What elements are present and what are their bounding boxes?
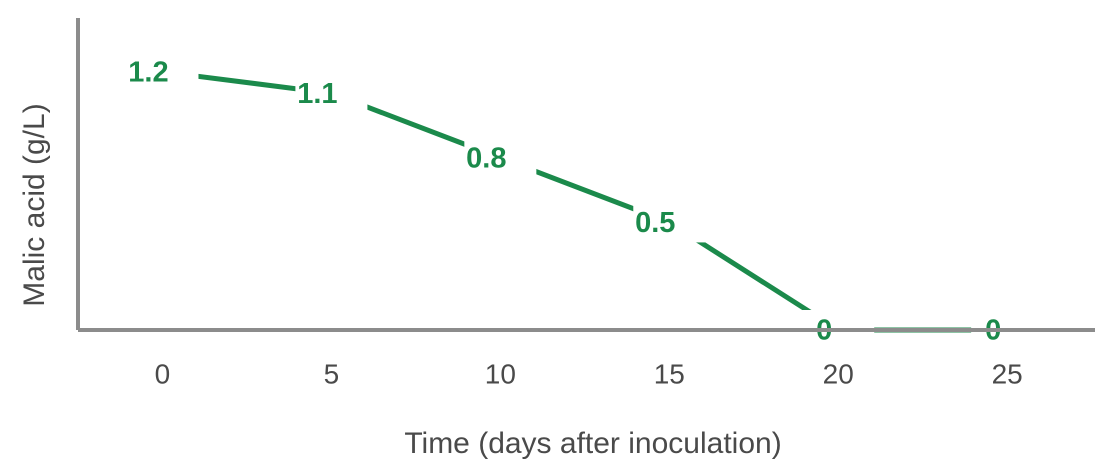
label-background: [295, 73, 368, 114]
value-label: 1.1: [297, 78, 337, 110]
y-axis-title: Malic acid (g/L): [18, 103, 51, 306]
label-background: [464, 137, 537, 178]
label-background: [633, 202, 706, 243]
x-tick-label: 0: [155, 358, 171, 389]
x-tick-label: 25: [992, 358, 1023, 389]
value-label: 0.8: [466, 143, 506, 175]
x-tick-label: 10: [485, 358, 516, 389]
line: [162, 69, 1008, 333]
x-tick-label: 15: [654, 358, 685, 389]
value-label: 1.2: [128, 56, 168, 88]
x-tick-label: 20: [823, 358, 854, 389]
value-label: 0.5: [635, 207, 675, 239]
x-axis-title: Time (days after inoculation): [404, 427, 781, 460]
x-tick-label: 5: [324, 358, 340, 389]
label-background: [126, 51, 199, 92]
